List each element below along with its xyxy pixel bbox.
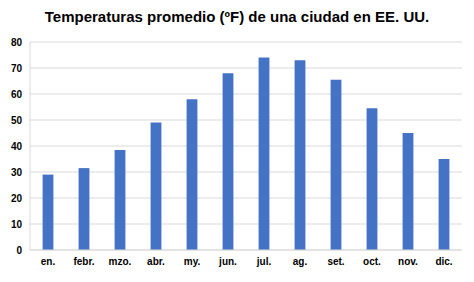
svg-text:70: 70 xyxy=(11,63,23,74)
svg-text:nov.: nov. xyxy=(398,256,418,267)
svg-text:80: 80 xyxy=(11,37,23,48)
svg-text:febr.: febr. xyxy=(73,256,94,267)
svg-text:20: 20 xyxy=(11,193,23,204)
svg-text:set.: set. xyxy=(327,256,344,267)
svg-text:30: 30 xyxy=(11,167,23,178)
svg-text:my.: my. xyxy=(184,256,201,267)
svg-text:50: 50 xyxy=(11,115,23,126)
svg-text:oct.: oct. xyxy=(363,256,381,267)
svg-text:mzo.: mzo. xyxy=(109,256,132,267)
svg-text:en.: en. xyxy=(41,256,56,267)
svg-text:0: 0 xyxy=(16,245,22,256)
svg-text:dic.: dic. xyxy=(435,256,452,267)
svg-text:ag.: ag. xyxy=(293,256,308,267)
svg-text:10: 10 xyxy=(11,219,23,230)
svg-text:jul.: jul. xyxy=(256,256,272,267)
svg-text:60: 60 xyxy=(11,89,23,100)
html-text:Temperaturas promedio (ºF) de: Temperaturas promedio (ºF) de una ciudad… xyxy=(44,8,430,25)
svg-text:40: 40 xyxy=(11,141,23,152)
svg-text:jun.: jun. xyxy=(218,256,237,267)
svg-text:abr.: abr. xyxy=(147,256,165,267)
